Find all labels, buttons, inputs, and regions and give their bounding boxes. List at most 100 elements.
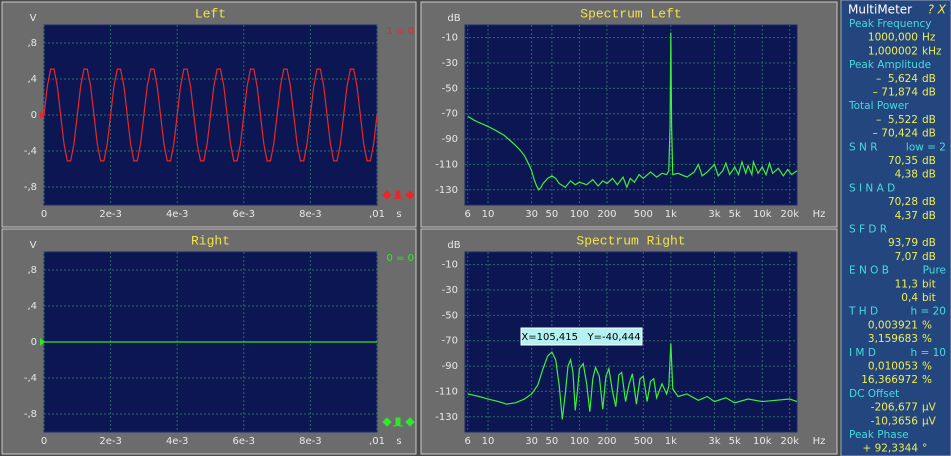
meter-unit: % — [922, 374, 932, 386]
x-tick-label: 500 — [634, 436, 653, 447]
y-tick-label: -,4 — [24, 146, 37, 157]
x-tick-label: 20k — [781, 209, 800, 220]
x-tick-label: 3k — [708, 209, 720, 220]
meter-value: 1,000002 — [868, 45, 918, 57]
plot-area — [464, 24, 798, 206]
chart-title: Spectrum Left — [580, 6, 681, 21]
multimeter-panel — [840, 0, 951, 456]
x-tick-label: 10 — [482, 209, 495, 220]
meter-value: 3,159683 — [868, 333, 918, 345]
x-tick-label: 1k — [665, 209, 677, 220]
meter-unit: Hz — [922, 32, 936, 44]
y-tick-label: -130 — [435, 412, 458, 423]
meter-value: 11,3 — [895, 278, 918, 290]
meter-unit: kHz — [922, 45, 942, 57]
y-unit: dB — [447, 240, 460, 251]
x-tick-label: 20k — [781, 436, 800, 447]
meter-value: 70,28 — [888, 196, 918, 208]
meter-unit: % — [922, 333, 932, 345]
meter-unit: dB — [922, 73, 936, 85]
meter-label: Peak Amplitude — [849, 59, 931, 71]
y-unit: dB — [447, 13, 460, 24]
meter-unit: bit — [922, 278, 936, 290]
meter-value: – 70,424 — [873, 128, 919, 140]
meter-value: – 71,874 — [873, 87, 919, 99]
meter-unit: dB — [922, 237, 936, 249]
meter-label: Total Power — [848, 100, 909, 112]
meter-unit: dB — [922, 114, 936, 126]
meter-setting: h = 20 — [911, 306, 947, 318]
y-tick-label: -30 — [442, 58, 458, 69]
x-unit: Hz — [813, 436, 826, 447]
meter-label: DC Offset — [849, 388, 899, 400]
x-tick-label: 30 — [525, 436, 538, 447]
y-tick-label: 0 — [31, 110, 37, 121]
cursor-tooltip — [520, 327, 643, 346]
y-tick-label: -10 — [442, 33, 458, 44]
meter-value: 16,366972 — [861, 374, 918, 386]
y-unit: V — [30, 240, 37, 251]
meter-unit: dB — [922, 196, 936, 208]
multimeter-buttons[interactable]: ? X — [928, 3, 947, 17]
meter-value: 0,003921 — [868, 319, 918, 331]
multimeter-title: MultiMeter — [848, 3, 912, 17]
meter-value: 1000,000 — [868, 32, 918, 44]
meter-value: -206,677 — [871, 402, 918, 414]
x-tick-label: 4e-3 — [166, 209, 189, 220]
meter-label: S F D R — [849, 224, 887, 236]
meter-value: 0,4 — [901, 292, 918, 304]
x-tick-label: 50 — [546, 209, 559, 220]
x-tick-label: 4e-3 — [166, 436, 189, 447]
y-tick-label: -,8 — [24, 182, 37, 193]
y-tick-label: -,4 — [24, 373, 37, 384]
meter-value: 70,35 — [888, 155, 918, 167]
meter-setting: h = 10 — [911, 347, 947, 359]
meter-value: – 5,624 — [876, 73, 918, 85]
meter-value: 0,010053 — [868, 361, 918, 373]
x-tick-label: 10 — [482, 436, 495, 447]
x-tick-label: 1k — [665, 436, 677, 447]
y-tick-label: 0 — [31, 337, 37, 348]
channel-icon — [382, 190, 415, 200]
meter-label: S I N A D — [849, 182, 895, 194]
x-tick-label: 200 — [597, 436, 616, 447]
x-tick-label: 8e-3 — [299, 209, 322, 220]
y-tick-label: -50 — [442, 83, 458, 94]
y-tick-label: -,8 — [24, 409, 37, 420]
x-tick-label: ,01 — [369, 209, 385, 220]
x-tick-label: 8e-3 — [299, 436, 322, 447]
chart-title: Left — [195, 6, 226, 21]
cursor-tooltip-text: X=105,415 Y=-40,444 — [521, 332, 640, 343]
meter-unit: dB — [922, 210, 936, 222]
y-tick-label: -110 — [435, 386, 458, 397]
meter-label: S N R — [849, 141, 878, 153]
meter-label: T H D — [848, 306, 878, 318]
meter-unit: ° — [922, 443, 927, 455]
y-tick-label: ,4 — [27, 74, 37, 85]
y-tick-label: -30 — [442, 285, 458, 296]
signal-line — [43, 68, 378, 162]
meter-label: Peak Phase — [849, 429, 909, 441]
meter-unit: % — [922, 361, 932, 373]
signal-line — [467, 343, 798, 420]
y-tick-label: -70 — [442, 109, 458, 120]
meter-value: -10,3656 — [871, 415, 919, 427]
meter-setting: low = 2 — [906, 141, 946, 153]
x-tick-label: 10k — [753, 436, 772, 447]
meter-unit: % — [922, 319, 932, 331]
x-tick-label: 10k — [753, 209, 772, 220]
chart-title: Spectrum Right — [576, 233, 685, 248]
x-tick-label: 6 — [465, 436, 471, 447]
y-tick-label: -90 — [442, 361, 458, 372]
y-tick-label: ,8 — [27, 265, 37, 276]
x-tick-label: 0 — [41, 436, 47, 447]
y-tick-label: -10 — [442, 260, 458, 271]
x-tick-label: 0 — [41, 209, 47, 220]
x-tick-label: 500 — [634, 209, 653, 220]
x-tick-label: 50 — [546, 436, 559, 447]
y-tick-label: ,8 — [27, 38, 37, 49]
x-tick-label: 2e-3 — [99, 436, 122, 447]
channel-readout: 1 = 0 — [387, 26, 414, 37]
meter-unit: µV — [922, 415, 937, 427]
x-unit: s — [396, 436, 401, 447]
